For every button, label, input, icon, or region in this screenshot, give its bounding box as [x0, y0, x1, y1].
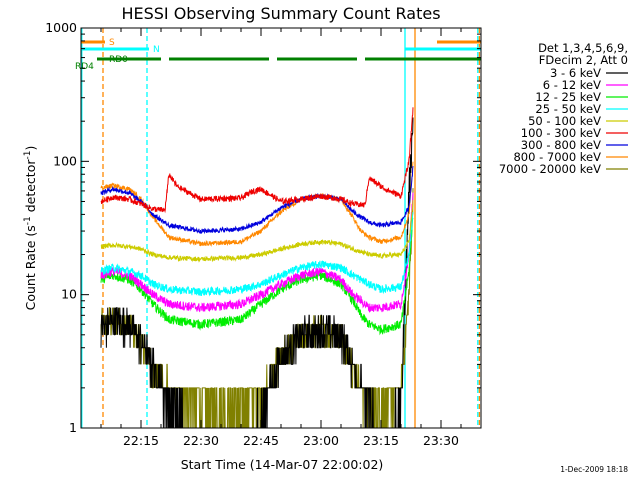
legend-header-1: Det 1,3,4,5,6,9, [538, 41, 628, 55]
y-tick-label-1000: 1000 [45, 20, 77, 35]
legend-header-2: FDecim 2, Att 0 [539, 53, 628, 67]
series-800-7000-kev [100, 161, 414, 247]
axes-layer: 22:15 22:30 22:45 23:00 23:15 23:30 1 10 100 1000 [45, 20, 481, 448]
x-tick-label-22-15: 22:15 [123, 433, 159, 448]
x-axis-label: Start Time (14-Mar-07 22:00:02) [181, 457, 384, 472]
legend-label-25-50-kev: 25 - 50 keV [535, 102, 601, 116]
series-12-25-kev [100, 217, 414, 336]
y-label-sup-2: -1 [23, 151, 33, 160]
legend-label-300-800-kev: 300 - 800 keV [521, 138, 601, 152]
series-50-100-kev [100, 200, 414, 263]
y-label-mid: detector [23, 159, 38, 217]
y-axis-label: Count Rate (s-1 detector-1) [23, 146, 38, 311]
footer-date: 1-Dec-2009 18:18 [560, 465, 628, 474]
series-25-50-kev [100, 212, 414, 297]
flag-label-rd0: RD0 [109, 55, 128, 65]
x-tick-label-23-15: 23:15 [363, 433, 399, 448]
legend-label-6-12-kev: 6 - 12 keV [543, 78, 601, 92]
legend-label-100-300-kev: 100 - 300 keV [521, 126, 601, 140]
flag-label-n: N [153, 45, 160, 55]
legend-label-12-25-kev: 12 - 25 keV [535, 90, 601, 104]
flags-layer: S N RD0 RD4 [75, 38, 481, 72]
y-tick-label-10: 10 [61, 287, 77, 302]
series-300-800-kev [100, 166, 414, 235]
x-tick-label-23-30: 23:30 [423, 433, 459, 448]
chart-title: HESSI Observing Summary Count Rates [121, 4, 440, 23]
y-tick-label-1: 1 [69, 420, 77, 435]
x-tick-label-23-00: 23:00 [303, 433, 339, 448]
y-label-main: Count Rate (s [23, 225, 38, 310]
x-tick-label-22-45: 22:45 [243, 433, 279, 448]
legend-label-7000-20000-kev: 7000 - 20000 keV [499, 162, 601, 176]
legend-label-50-100-kev: 50 - 100 keV [528, 114, 601, 128]
legend-label-3-6-kev: 3 - 6 keV [550, 66, 601, 80]
series-100-300-kev [100, 107, 414, 214]
legend-label-800-7000-kev: 800 - 7000 keV [513, 150, 601, 164]
series-6-12-kev [100, 192, 414, 313]
flag-label-s: S [109, 38, 115, 48]
y-tick-label-100: 100 [53, 153, 77, 168]
y-label-sup-1: -1 [23, 216, 33, 225]
flag-label-rd4: RD4 [75, 62, 94, 72]
x-tick-label-22-30: 22:30 [183, 433, 219, 448]
y-label-end: ) [23, 146, 38, 151]
legend: Det 1,3,4,5,6,9, FDecim 2, Att 0 3 - 6 k… [499, 41, 628, 176]
